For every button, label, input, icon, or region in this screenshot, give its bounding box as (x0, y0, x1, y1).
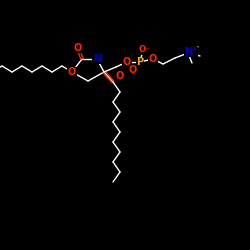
Text: P: P (136, 57, 143, 67)
Text: O: O (68, 67, 76, 77)
Text: O: O (149, 54, 157, 64)
Text: O⁻: O⁻ (138, 46, 150, 54)
Text: N⁺: N⁺ (184, 47, 198, 57)
Text: N: N (93, 54, 101, 64)
Text: O: O (129, 65, 137, 75)
Text: O: O (116, 71, 124, 81)
Text: O: O (74, 43, 82, 53)
Text: O: O (123, 57, 131, 67)
